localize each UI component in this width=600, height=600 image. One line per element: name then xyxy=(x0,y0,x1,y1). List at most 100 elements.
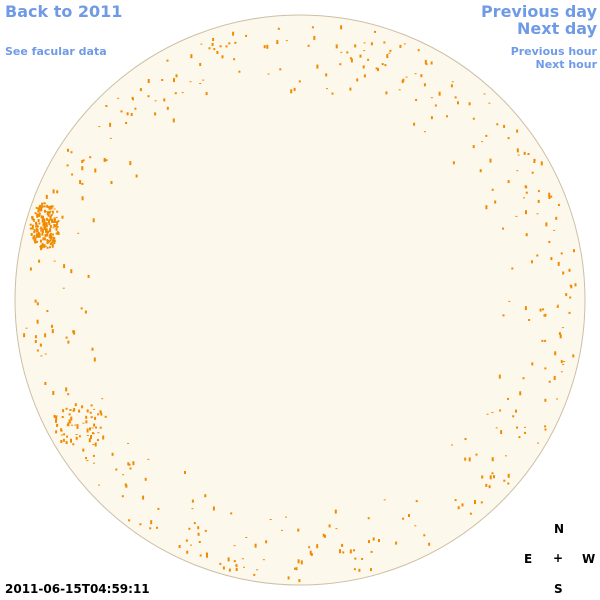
facula xyxy=(197,532,200,536)
facula xyxy=(539,308,542,312)
facula xyxy=(127,442,130,444)
facula xyxy=(540,161,543,166)
facula xyxy=(340,25,343,30)
facula xyxy=(78,435,81,438)
next-day-link[interactable]: Next day xyxy=(517,19,597,38)
facula xyxy=(43,220,46,223)
facula xyxy=(504,455,507,457)
facula xyxy=(277,27,280,30)
previous-hour-link[interactable]: Previous hour xyxy=(510,45,597,58)
facula xyxy=(550,257,553,261)
next-hour-link[interactable]: Next hour xyxy=(535,58,598,71)
facula xyxy=(61,416,64,418)
facula xyxy=(464,457,467,461)
facula xyxy=(499,409,502,412)
facula xyxy=(81,182,84,185)
facula xyxy=(49,217,52,221)
facula xyxy=(383,499,386,501)
facula xyxy=(92,218,95,223)
facula xyxy=(555,216,558,220)
facula xyxy=(46,211,49,216)
facula xyxy=(100,413,103,416)
facula xyxy=(377,68,379,72)
facula xyxy=(537,442,539,444)
facula xyxy=(53,239,56,242)
facula xyxy=(174,92,177,95)
facula xyxy=(157,507,160,510)
facula xyxy=(480,501,483,504)
facula xyxy=(46,233,49,237)
facula xyxy=(205,92,208,96)
facula xyxy=(334,509,337,514)
facula xyxy=(120,110,123,113)
facula xyxy=(544,425,547,428)
back-link[interactable]: Back to 2011 xyxy=(5,2,123,21)
facula xyxy=(31,216,34,221)
facula xyxy=(55,430,58,434)
facula xyxy=(475,453,478,456)
facula xyxy=(40,215,43,219)
facula xyxy=(91,347,94,351)
facula xyxy=(557,261,560,266)
facula xyxy=(75,436,78,440)
facula xyxy=(488,485,491,489)
facula xyxy=(533,158,536,161)
facula xyxy=(384,64,387,67)
facula xyxy=(36,240,39,243)
facula xyxy=(29,223,32,226)
facula xyxy=(507,180,510,184)
facula xyxy=(452,161,455,165)
facula xyxy=(256,569,259,571)
facula xyxy=(515,215,518,217)
facula xyxy=(36,230,39,232)
facula xyxy=(41,218,44,221)
facula xyxy=(186,539,189,541)
facula xyxy=(38,232,41,235)
facula xyxy=(150,520,153,525)
facula xyxy=(511,267,514,270)
facula xyxy=(66,435,69,438)
facula xyxy=(30,233,33,236)
facula xyxy=(62,409,65,413)
facular-link[interactable]: See facular data xyxy=(5,45,107,58)
facula xyxy=(92,444,95,445)
facula xyxy=(415,99,418,101)
facula xyxy=(544,398,547,402)
facula xyxy=(245,537,248,538)
facula xyxy=(34,335,37,339)
facula xyxy=(44,234,47,237)
facula xyxy=(243,566,245,568)
facula xyxy=(199,554,202,557)
previous-day-link[interactable]: Previous day xyxy=(480,2,597,21)
facula xyxy=(206,553,208,558)
faculae xyxy=(23,25,577,583)
facula xyxy=(41,219,44,223)
facula xyxy=(36,215,39,217)
facula xyxy=(531,362,534,366)
facula xyxy=(91,432,94,435)
facula xyxy=(544,428,547,431)
facula xyxy=(147,95,150,98)
facula xyxy=(358,568,361,572)
facula xyxy=(90,404,93,407)
facula xyxy=(298,80,301,83)
facula xyxy=(399,44,402,48)
facula xyxy=(350,58,353,63)
facula xyxy=(128,463,131,466)
facula xyxy=(39,343,42,347)
facula xyxy=(495,427,498,429)
facula xyxy=(208,47,211,50)
facula xyxy=(154,100,157,102)
facula xyxy=(126,112,129,116)
facula xyxy=(565,293,568,297)
facula xyxy=(405,76,408,78)
facula xyxy=(97,413,100,416)
facula xyxy=(297,528,300,532)
compass-center: + xyxy=(553,551,564,565)
facula xyxy=(139,523,142,526)
facula xyxy=(185,539,188,542)
facula xyxy=(37,225,39,228)
facula xyxy=(349,87,352,91)
facula xyxy=(328,524,331,528)
